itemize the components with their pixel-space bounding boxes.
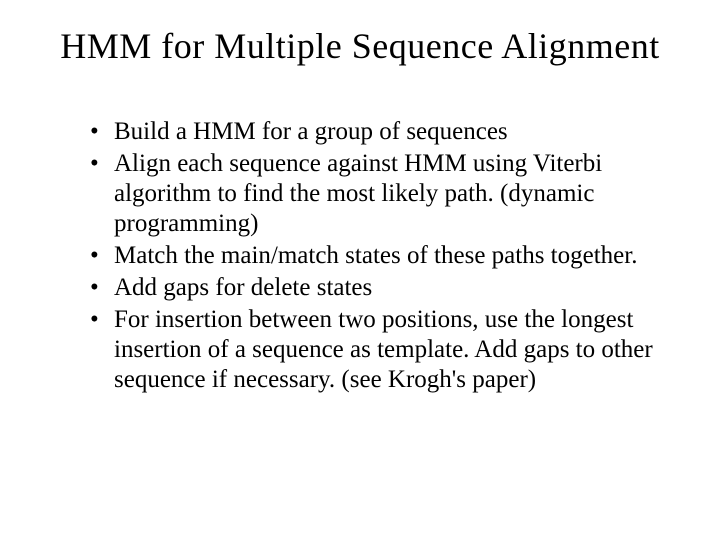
- bullet-item: Align each sequence against HMM using Vi…: [90, 149, 680, 239]
- slide-container: HMM for Multiple Sequence Alignment Buil…: [0, 0, 720, 540]
- bullet-item: Match the main/match states of these pat…: [90, 241, 680, 271]
- bullet-item: Add gaps for delete states: [90, 273, 680, 303]
- slide-title: HMM for Multiple Sequence Alignment: [40, 25, 680, 67]
- bullet-list: Build a HMM for a group of sequences Ali…: [40, 117, 680, 395]
- bullet-item: Build a HMM for a group of sequences: [90, 117, 680, 147]
- bullet-item: For insertion between two positions, use…: [90, 305, 680, 395]
